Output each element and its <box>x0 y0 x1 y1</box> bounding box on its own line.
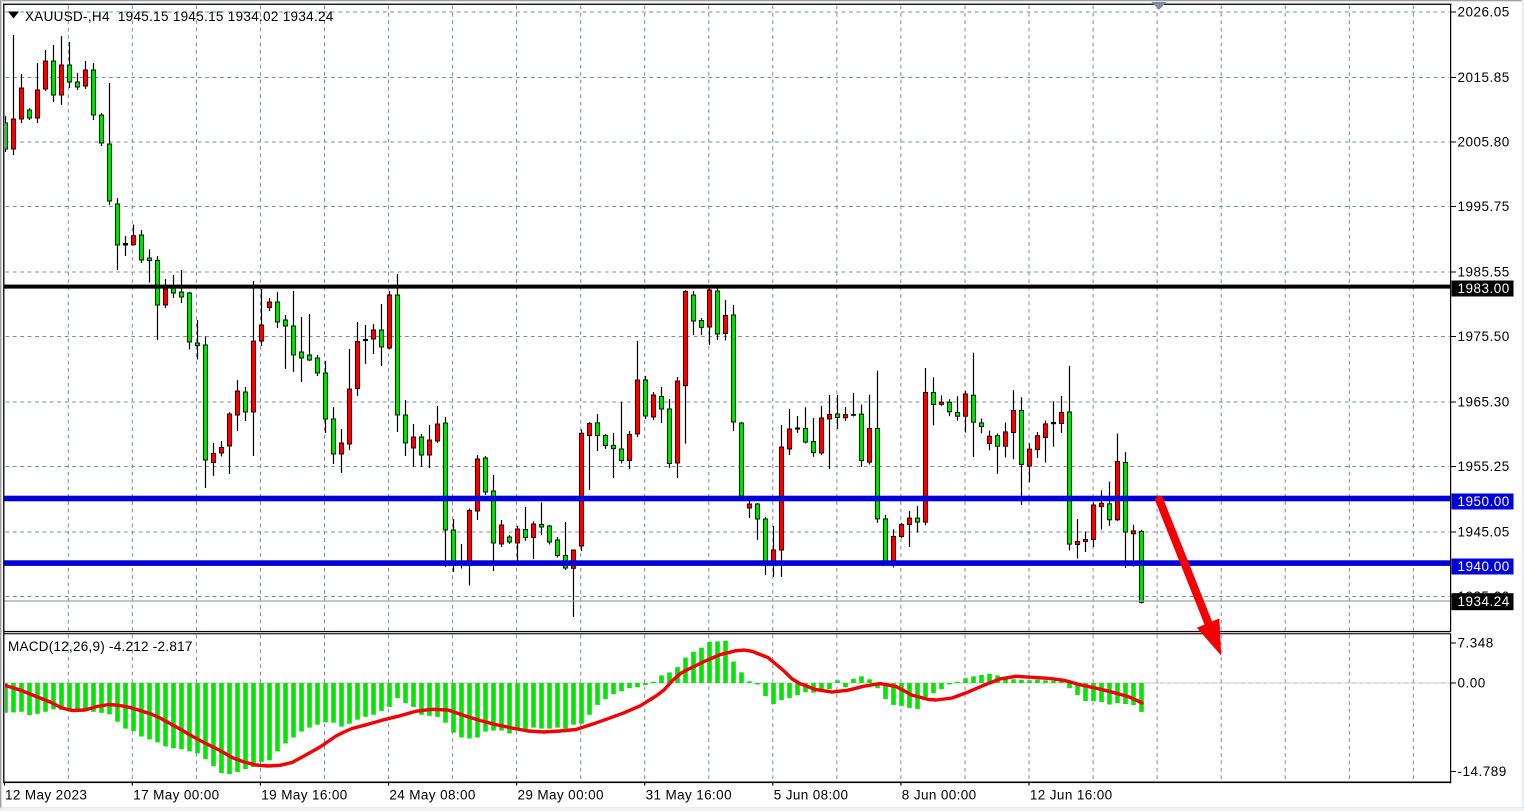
svg-text:1985.55: 1985.55 <box>1458 265 1510 280</box>
svg-text:1950.00: 1950.00 <box>1458 494 1510 509</box>
svg-text:8 Jun 00:00: 8 Jun 00:00 <box>902 788 977 803</box>
svg-text:MACD(12,26,9) -4.212 -2.817: MACD(12,26,9) -4.212 -2.817 <box>8 639 193 654</box>
svg-text:24 May 08:00: 24 May 08:00 <box>389 788 475 803</box>
svg-text:2026.05: 2026.05 <box>1458 5 1510 20</box>
svg-text:2005.80: 2005.80 <box>1458 135 1510 150</box>
svg-text:-14.789: -14.789 <box>1458 764 1507 779</box>
svg-text:19 May 16:00: 19 May 16:00 <box>261 788 347 803</box>
svg-text:31 May 16:00: 31 May 16:00 <box>646 788 732 803</box>
svg-text:7.348: 7.348 <box>1458 636 1494 651</box>
svg-text:XAUUSD-,H4 1945.15 1945.15 19: XAUUSD-,H4 1945.15 1945.15 1934.02 1934.… <box>25 9 334 24</box>
svg-text:1940.00: 1940.00 <box>1458 559 1510 574</box>
svg-text:2015.85: 2015.85 <box>1458 70 1510 85</box>
svg-text:1983.00: 1983.00 <box>1458 281 1510 296</box>
svg-text:1975.50: 1975.50 <box>1458 329 1510 344</box>
svg-text:1934.24: 1934.24 <box>1458 594 1510 609</box>
svg-text:29 May 00:00: 29 May 00:00 <box>518 788 604 803</box>
svg-text:0.00: 0.00 <box>1458 676 1486 691</box>
svg-text:12 Jun 16:00: 12 Jun 16:00 <box>1030 788 1113 803</box>
svg-text:17 May 00:00: 17 May 00:00 <box>133 788 219 803</box>
svg-text:5 Jun 08:00: 5 Jun 08:00 <box>774 788 849 803</box>
svg-text:12 May 2023: 12 May 2023 <box>5 788 87 803</box>
svg-text:1965.30: 1965.30 <box>1458 395 1510 410</box>
svg-text:1995.75: 1995.75 <box>1458 199 1510 214</box>
svg-text:1955.25: 1955.25 <box>1458 459 1510 474</box>
svg-text:1945.05: 1945.05 <box>1458 525 1510 540</box>
